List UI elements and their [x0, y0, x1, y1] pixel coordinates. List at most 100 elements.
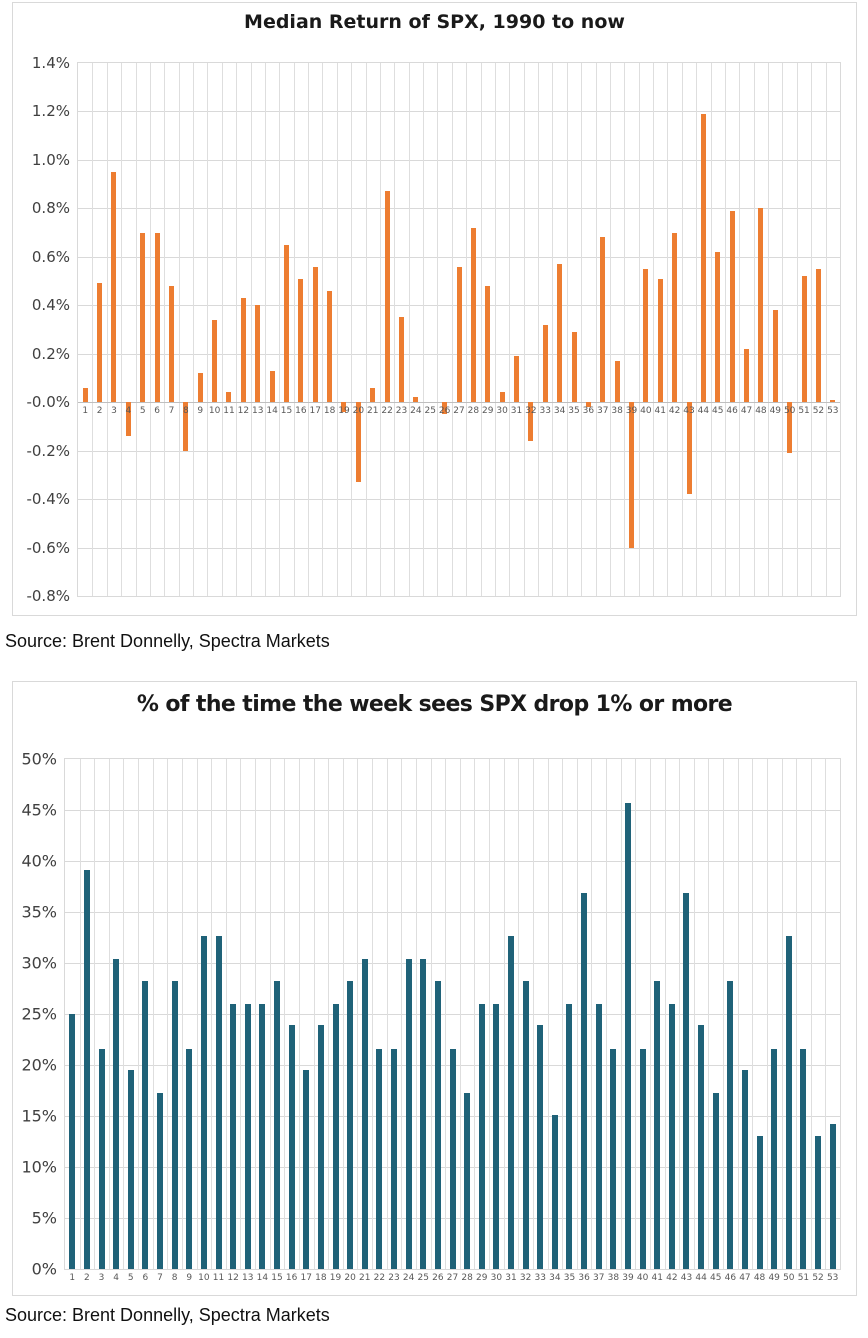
bar-week-45: [712, 1092, 719, 1269]
x-axis-tick-label: 52: [812, 1273, 824, 1283]
bar-week-8: [183, 402, 189, 451]
v-gridline: [696, 63, 698, 596]
v-gridline: [591, 759, 593, 1269]
bar-week-37: [595, 1003, 602, 1269]
bar-week-17: [303, 1070, 310, 1269]
v-gridline: [178, 63, 180, 596]
v-gridline: [401, 759, 403, 1269]
x-axis-tick-label: 42: [666, 1273, 678, 1283]
bar-week-53: [829, 1124, 836, 1269]
bar-week-53: [830, 399, 836, 403]
plot-area-pct-drop: 50% 45% 40% 35% 30% 25% 20% 15% 10% 5% 0% 1 2 3 4 5 6 7 8 9…: [21, 750, 841, 1283]
bar-week-32: [528, 402, 534, 441]
v-gridline: [123, 759, 125, 1269]
v-gridline: [667, 63, 669, 596]
x-axis-tick-label: 8: [171, 1273, 178, 1283]
v-gridline: [408, 63, 410, 596]
v-gridline: [768, 63, 770, 596]
x-axis-tick-label: 22: [373, 1273, 386, 1283]
x-axis-tick-label: 5: [139, 406, 146, 417]
x-axis-tick-label: 21: [359, 1273, 371, 1283]
bar-week-9: [186, 1048, 193, 1269]
x-axis-tick-label: 28: [461, 1273, 473, 1283]
x-axis-tick-label: 4: [113, 1273, 120, 1283]
x-axis-tick-label: 41: [651, 1273, 663, 1283]
y-axis-tick-label: 1.0%: [31, 150, 70, 169]
x-axis-tick-label: 9: [186, 1273, 193, 1283]
x-axis-tick-label: 45: [712, 406, 724, 417]
bar-week-24: [405, 958, 412, 1269]
h-gridline: [78, 450, 840, 452]
bar-week-3: [98, 1048, 105, 1269]
zero-axis-line: [78, 402, 840, 404]
bar-week-20: [347, 981, 354, 1269]
x-axis-tick-label: 33: [534, 1273, 546, 1283]
y-axis-tick-label: 40%: [21, 851, 57, 871]
x-axis-tick-label: 13: [251, 406, 264, 417]
x-axis-tick-label: 38: [611, 406, 623, 417]
bar-week-27: [456, 266, 462, 403]
bar-week-13: [255, 305, 261, 403]
h-gridline: [65, 963, 840, 964]
x-axis-tick-label: 12: [237, 406, 250, 417]
x-axis-tick-label: 23: [395, 406, 408, 417]
y-axis-tick-label: 45%: [21, 800, 57, 820]
x-axis-tick-label: 30: [496, 406, 508, 417]
v-gridline: [811, 63, 813, 596]
x-axis-tick-label: 3: [98, 1273, 105, 1283]
v-gridline: [149, 63, 151, 596]
v-gridline: [269, 759, 271, 1269]
v-gridline: [94, 759, 96, 1269]
bar-week-34: [557, 264, 563, 403]
v-gridline: [466, 63, 468, 596]
h-gridline: [65, 810, 840, 811]
x-axis-tick-label: 31: [510, 406, 523, 417]
x-axis-tick-label: 27: [446, 1273, 459, 1283]
v-gridline: [135, 63, 137, 596]
v-gridline: [207, 63, 209, 596]
x-axis-tick-label: 6: [154, 406, 160, 417]
x-axis-tick-label: 10: [208, 406, 221, 417]
source-caption-top-chart: Source: Brent Donnelly, Spectra Markets: [5, 631, 330, 651]
h-gridline: [78, 499, 840, 501]
bar-week-44: [698, 1025, 705, 1269]
x-axis-tick-label: 12: [227, 1273, 239, 1283]
bar-week-27: [449, 1048, 456, 1269]
bar-week-46: [729, 210, 735, 403]
bar-week-6: [154, 232, 160, 403]
bar-week-25: [420, 958, 427, 1269]
bar-week-26: [442, 402, 448, 415]
x-axis-tick-label: 37: [592, 1273, 605, 1283]
v-gridline: [322, 63, 324, 596]
v-gridline: [609, 63, 611, 596]
bar-week-40: [639, 1048, 646, 1269]
v-gridline: [503, 759, 505, 1269]
v-gridline: [372, 759, 374, 1269]
y-axis-tick-label: -0.0%: [26, 393, 70, 412]
bar-week-1: [82, 387, 88, 403]
v-gridline: [474, 759, 476, 1269]
bar-week-10: [212, 319, 218, 403]
chart-pct-weeks-spx-drop: % of the time the week sees SPX drop 1% …: [12, 681, 857, 1296]
v-gridline: [710, 63, 712, 596]
bar-week-5: [140, 232, 146, 403]
bar-week-48: [756, 1136, 763, 1269]
x-axis-tick-label: 31: [505, 1273, 517, 1283]
x-axis-tick-label: 46: [726, 406, 738, 417]
bar-week-52: [815, 268, 821, 403]
x-axis-tick-label: 8: [182, 406, 189, 417]
bar-week-3: [111, 172, 117, 403]
bar-week-34: [551, 1114, 558, 1269]
x-axis-tick-label: 43: [680, 1273, 693, 1283]
v-gridline: [255, 759, 257, 1269]
bar-week-5: [127, 1070, 134, 1269]
x-axis-tick-label: 11: [212, 1273, 225, 1283]
bar-week-46: [727, 981, 734, 1269]
x-axis-tick-label: 41: [654, 406, 667, 417]
x-axis-tick-label: 18: [323, 406, 336, 417]
v-gridline: [489, 759, 491, 1269]
v-gridline: [298, 759, 300, 1269]
v-gridline: [737, 759, 739, 1269]
x-axis-tick-label: 39: [625, 406, 638, 417]
v-gridline: [739, 63, 741, 596]
